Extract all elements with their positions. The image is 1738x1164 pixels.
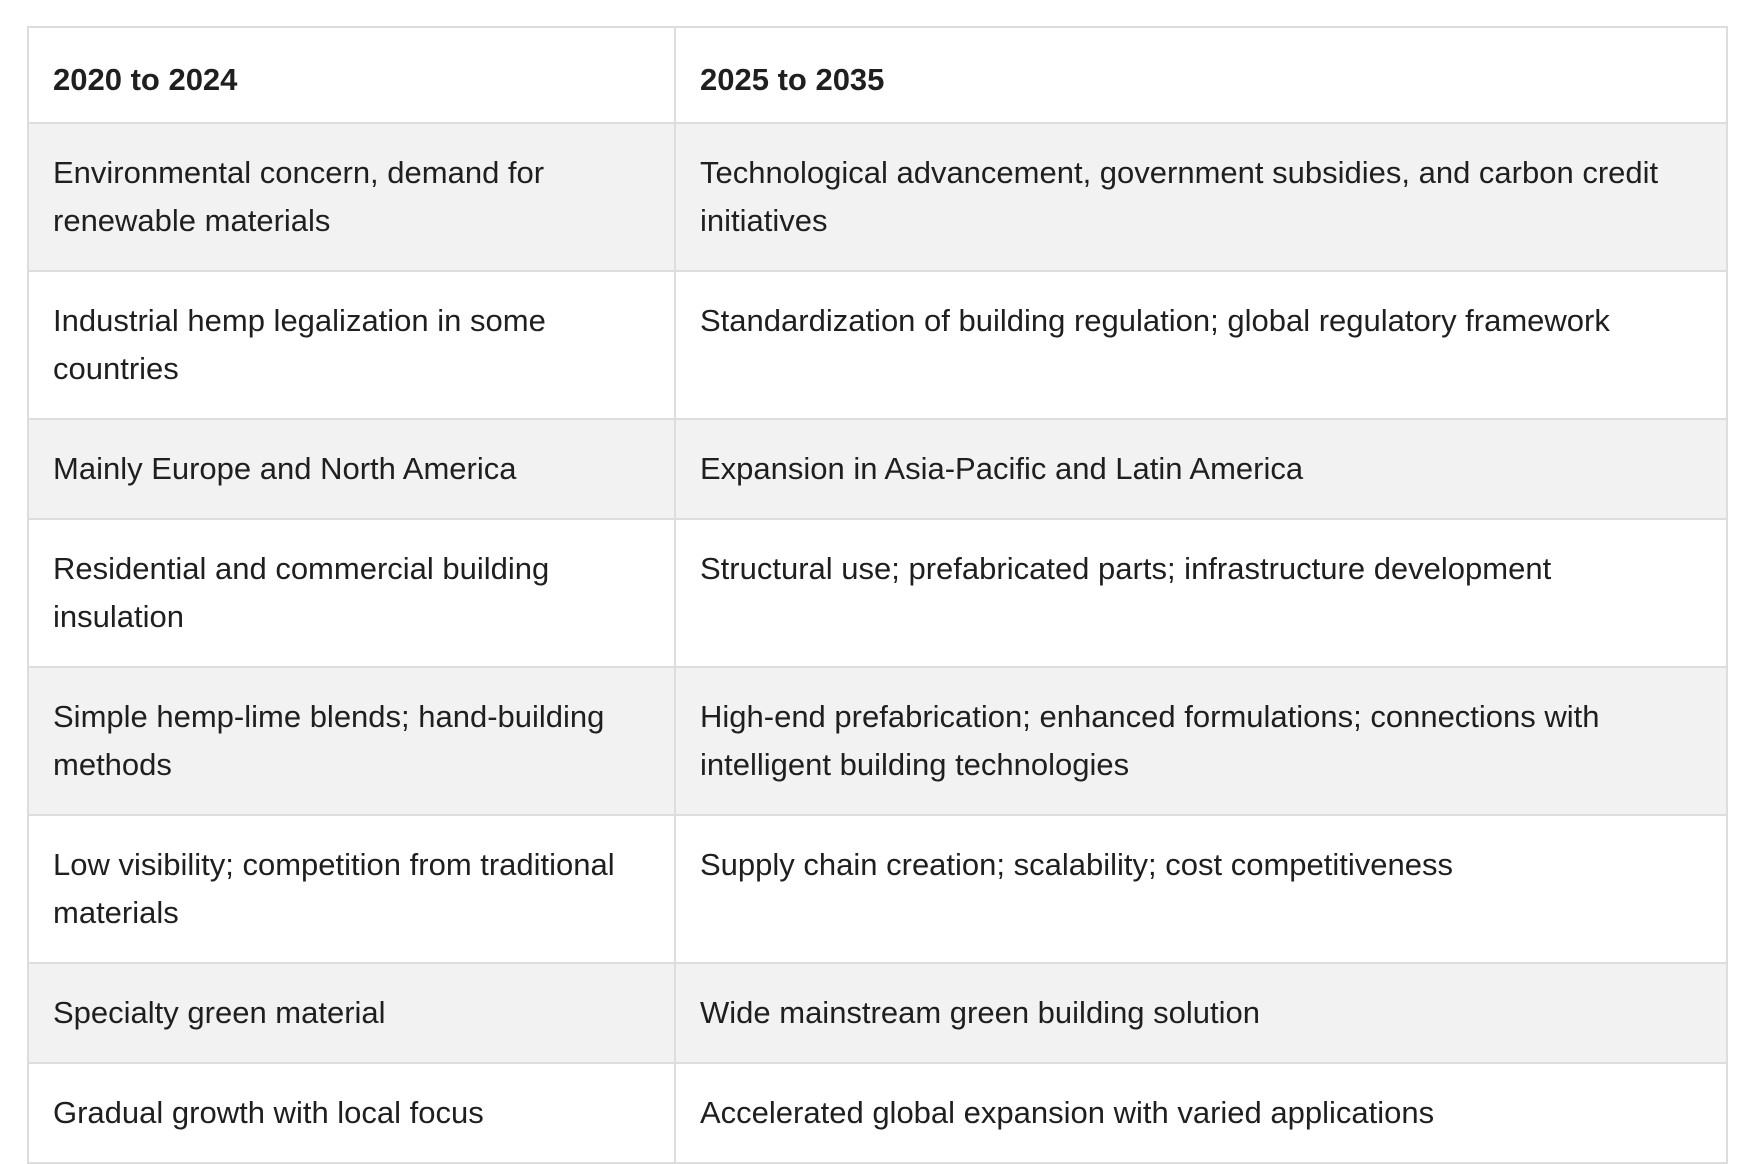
table-cell: Simple hemp-lime blends; hand-building m… (27, 666, 676, 816)
table-row: Gradual growth with local focus Accelera… (27, 1062, 1728, 1164)
table-cell: Technological advancement, government su… (674, 122, 1728, 272)
table-cell: Standardization of building regulation; … (674, 270, 1728, 420)
table-row: Low visibility; competition from traditi… (27, 814, 1728, 964)
table-cell: High-end prefabrication; enhanced formul… (674, 666, 1728, 816)
table-row: Specialty green material Wide mainstream… (27, 962, 1728, 1064)
table-cell: Low visibility; competition from traditi… (27, 814, 676, 964)
table-cell: Expansion in Asia-Pacific and Latin Amer… (674, 418, 1728, 520)
column-header-2025-2035: 2025 to 2035 (674, 26, 1728, 124)
table-cell: Industrial hemp legalization in some cou… (27, 270, 676, 420)
table-cell: Wide mainstream green building solution (674, 962, 1728, 1064)
table-cell: Mainly Europe and North America (27, 418, 676, 520)
table-row: Industrial hemp legalization in some cou… (27, 270, 1728, 420)
table-cell: Structural use; prefabricated parts; inf… (674, 518, 1728, 668)
table-cell: Residential and commercial building insu… (27, 518, 676, 668)
table-row: Mainly Europe and North America Expansio… (27, 418, 1728, 520)
table-cell: Environmental concern, demand for renewa… (27, 122, 676, 272)
table-cell: Supply chain creation; scalability; cost… (674, 814, 1728, 964)
table-header-row: 2020 to 2024 2025 to 2035 (27, 26, 1728, 124)
table-row: Residential and commercial building insu… (27, 518, 1728, 668)
table-row: Environmental concern, demand for renewa… (27, 122, 1728, 272)
table-cell: Accelerated global expansion with varied… (674, 1062, 1728, 1164)
column-header-2020-2024: 2020 to 2024 (27, 26, 676, 124)
table-row: Simple hemp-lime blends; hand-building m… (27, 666, 1728, 816)
comparison-table-container: 2020 to 2024 2025 to 2035 Environmental … (27, 26, 1728, 1164)
table-cell: Gradual growth with local focus (27, 1062, 676, 1164)
table-cell: Specialty green material (27, 962, 676, 1064)
comparison-table: 2020 to 2024 2025 to 2035 Environmental … (27, 26, 1728, 1164)
